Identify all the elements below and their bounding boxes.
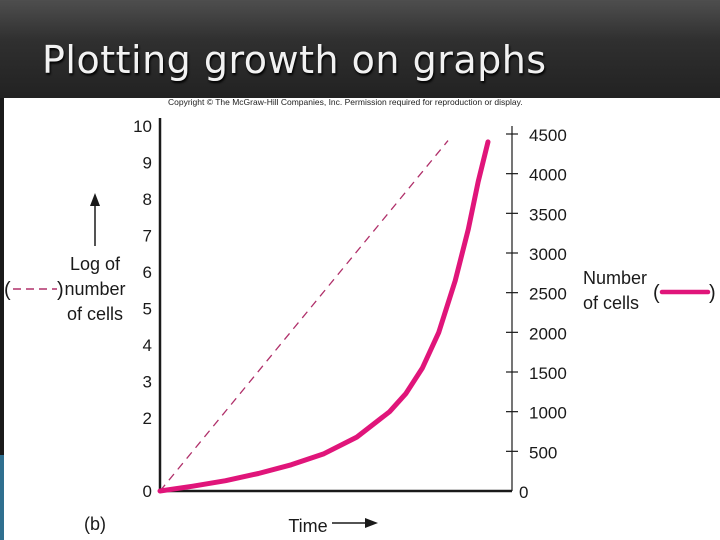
legend-right-close-paren: ) (709, 282, 716, 304)
panel-label: (b) (84, 514, 106, 534)
right-axis-label: Number of cells (583, 268, 647, 313)
left-axis-label-line: Log of (70, 254, 121, 274)
left-axis-label-line: number (64, 279, 125, 299)
number-cells-curve (157, 139, 491, 494)
left-tick-label: 0 (143, 482, 152, 501)
right-tick-label: 1500 (529, 364, 567, 383)
left-axis-label: Log of number of cells (64, 254, 125, 324)
right-tick-label: 500 (529, 443, 557, 462)
left-axis-label-line: of cells (67, 304, 123, 324)
left-tick-label: 10 (133, 117, 152, 136)
legend-right-open-paren: ( (653, 282, 660, 304)
right-axis-label-line: Number (583, 268, 647, 288)
left-tick-label: 5 (143, 300, 152, 319)
right-axis-label-line: of cells (583, 293, 639, 313)
legend-key-log: ( ) (4, 279, 64, 301)
left-tick-label: 7 (143, 227, 152, 246)
title-bar: Plotting growth on graphs (0, 0, 720, 98)
legend-left-close-paren: ) (57, 279, 64, 301)
chart-axes (158, 118, 513, 493)
left-tick-label: 4 (143, 336, 152, 355)
left-stripe (0, 98, 4, 540)
legend-left-open-paren: ( (4, 279, 11, 301)
title-bar-shine (0, 0, 720, 40)
right-tick-label: 2000 (529, 324, 567, 343)
left-tick-label: 3 (143, 373, 152, 392)
right-axis-ticks: 0 500 1000 1500 2000 2500 3000 3500 4000 4500 (506, 126, 567, 502)
chart-series (157, 139, 491, 494)
right-tick-label: 3000 (529, 245, 567, 264)
left-tick-label: 6 (143, 263, 152, 282)
log-cells-dashed-line (159, 140, 449, 492)
x-axis-label: Time (288, 516, 327, 536)
right-tick-label: 4500 (529, 126, 567, 145)
right-tick-label: 3500 (529, 205, 567, 224)
up-arrow-icon (90, 193, 100, 246)
left-stripe-accent (0, 455, 4, 540)
right-arrow-icon (332, 518, 378, 528)
left-tick-label: 2 (143, 409, 152, 428)
right-tick-label: 1000 (529, 404, 567, 423)
left-tick-label: 8 (143, 190, 152, 209)
legend-key-number: ( ) (653, 282, 716, 304)
left-axis-ticks: 0 2 3 4 5 6 7 8 9 10 (133, 117, 152, 501)
right-tick-label: 0 (519, 483, 528, 502)
left-tick-label: 9 (143, 154, 152, 173)
right-tick-label: 2500 (529, 285, 567, 304)
right-tick-label: 4000 (529, 166, 567, 185)
slide-title: Plotting growth on graphs (42, 38, 547, 82)
copyright-notice: Copyright © The McGraw-Hill Companies, I… (168, 97, 523, 107)
